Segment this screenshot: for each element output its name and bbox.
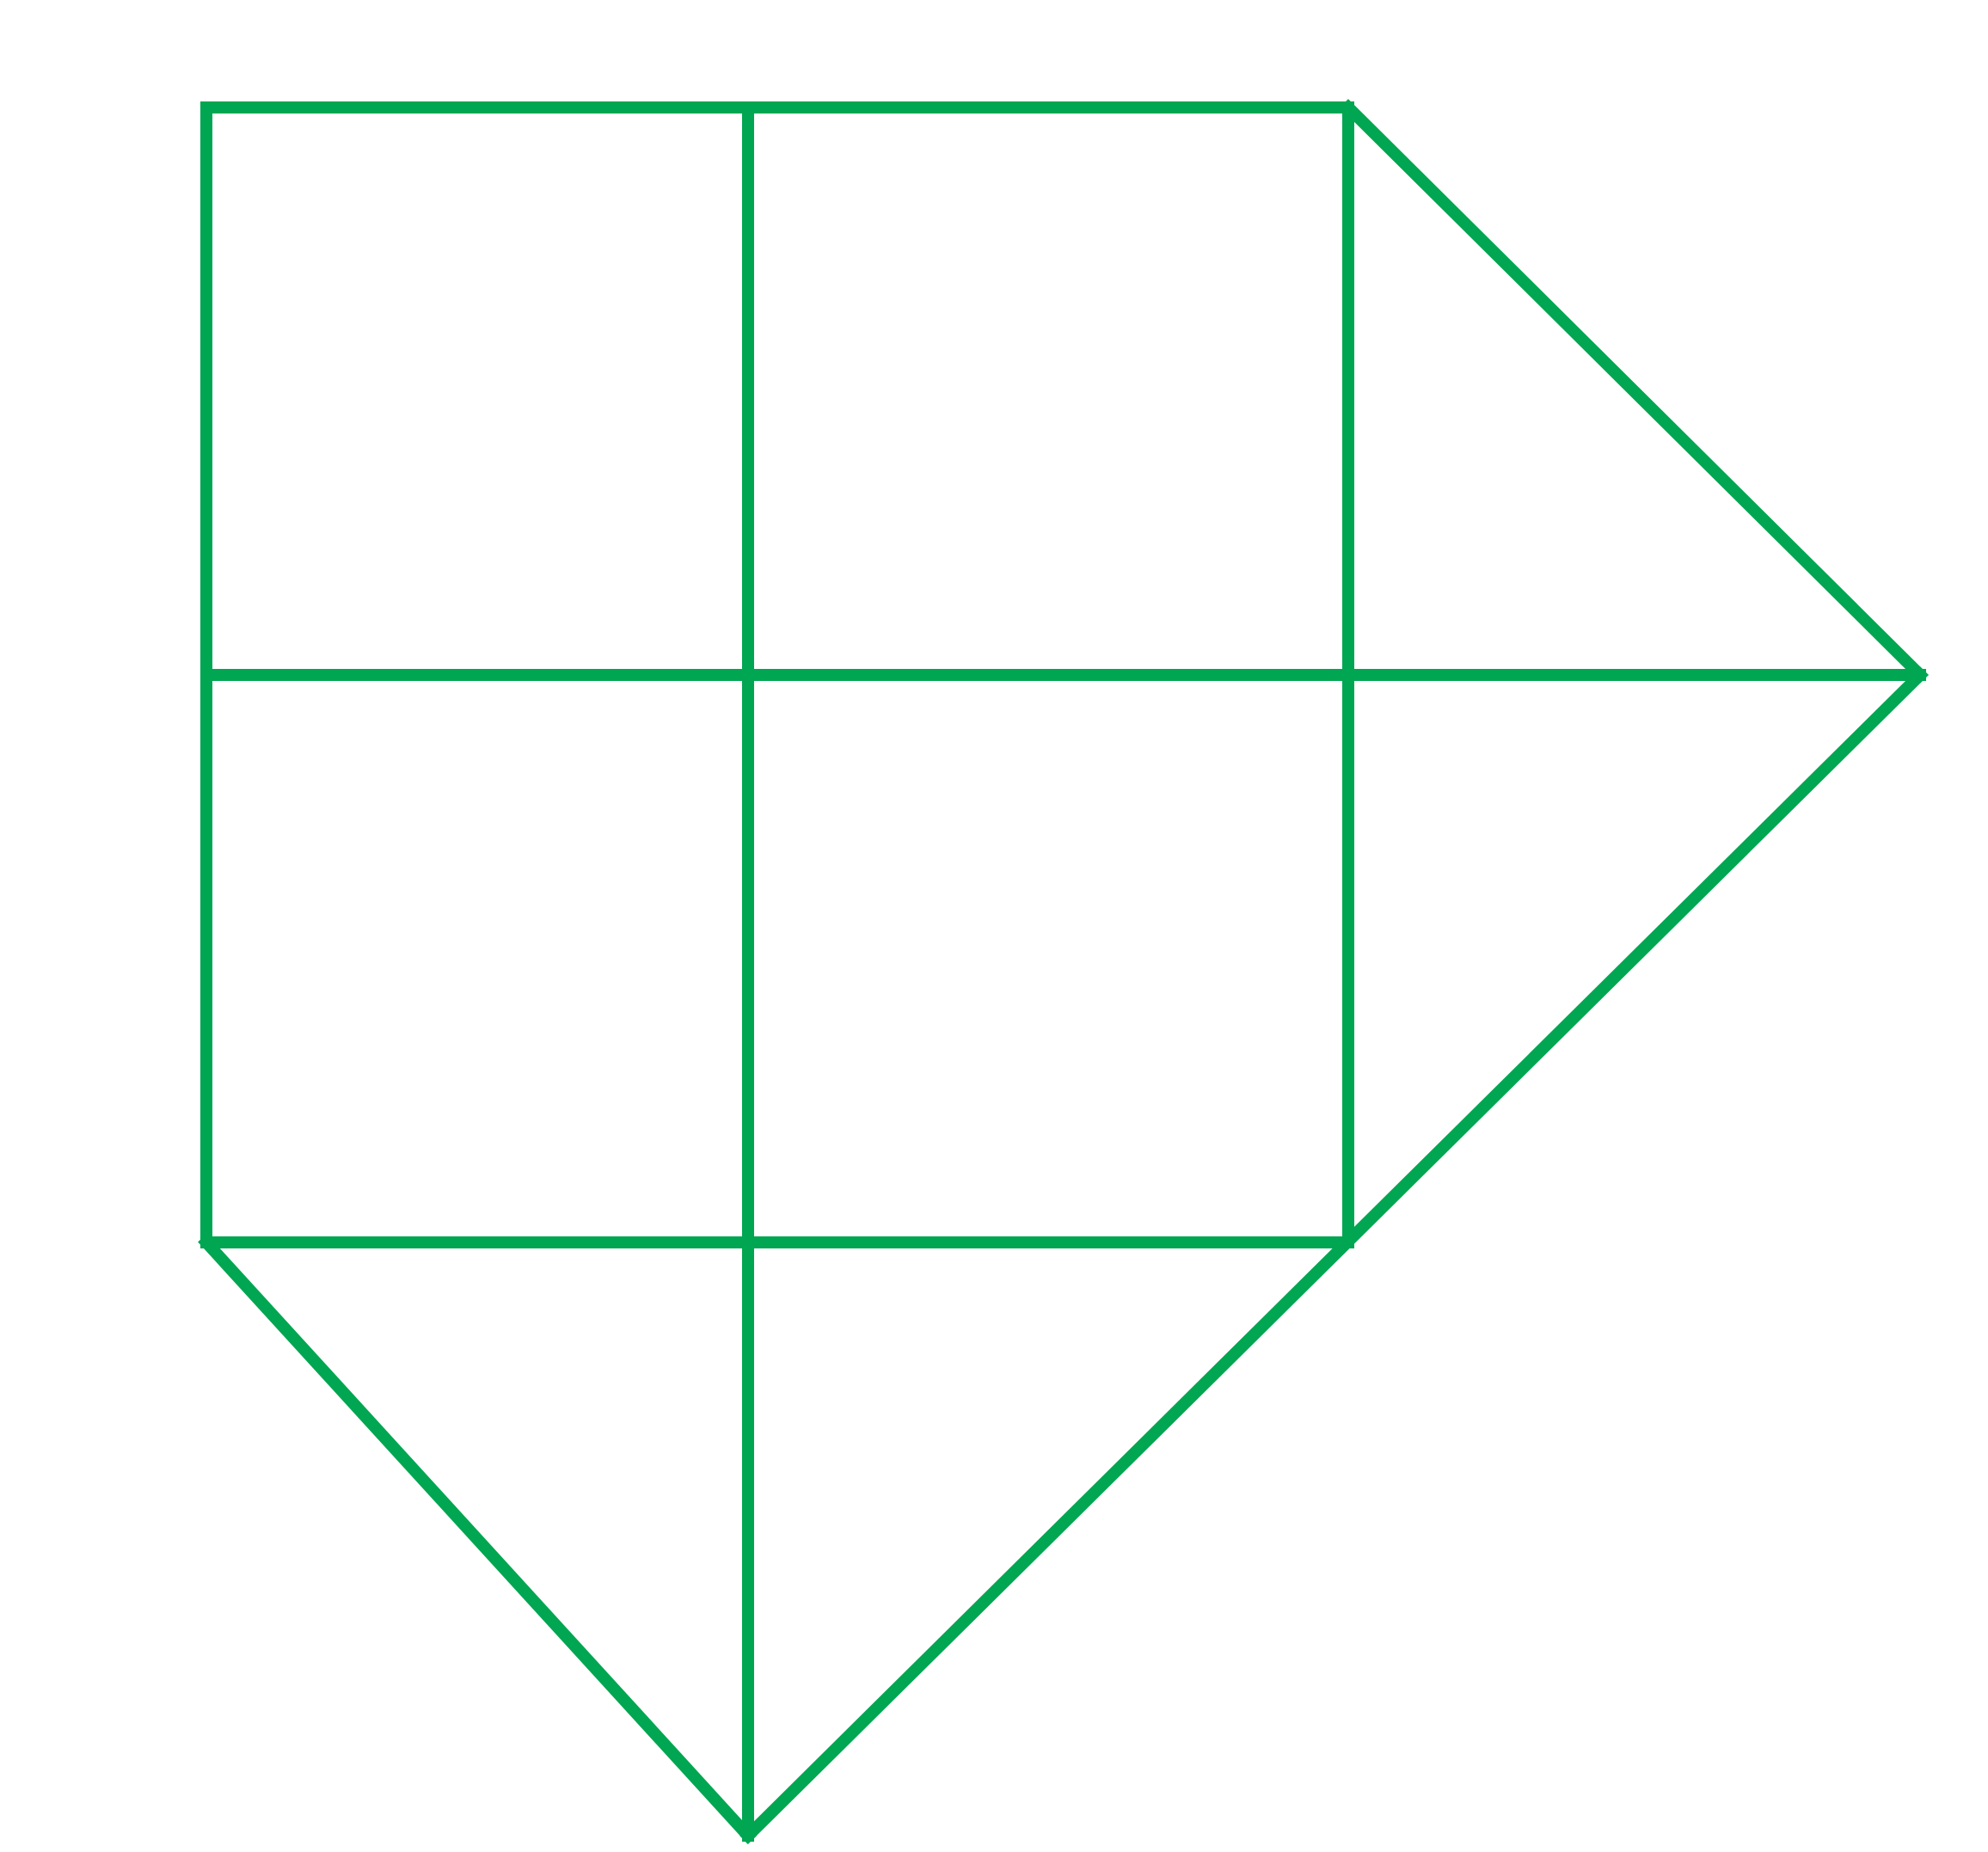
diagonal-right-to-bottom (739, 666, 1929, 1844)
diagonal-top-right (1340, 99, 1929, 684)
figure-segments (198, 99, 1929, 1844)
diagonal-left-to-bottom (198, 1234, 757, 1844)
